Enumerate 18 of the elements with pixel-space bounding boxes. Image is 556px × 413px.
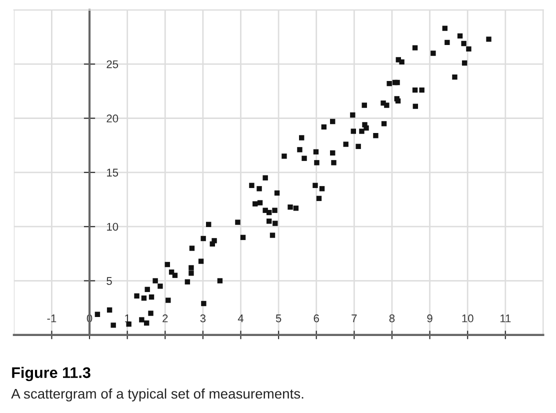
text: Figure 11.3 <box>12 366 90 382</box>
y-tick-label: 5 <box>106 277 112 285</box>
x-tick-label: 6 <box>314 314 319 322</box>
text: A scattergram of a typical set of measurements. <box>11 388 304 402</box>
x-tick-label: 9 <box>427 314 432 322</box>
x-tick-label: 2 <box>162 314 168 322</box>
x-tick-label: 4 <box>238 314 244 322</box>
x-tick-label: 5 <box>276 314 282 322</box>
x-tick-label: 7 <box>352 314 357 322</box>
x-tick-label: 8 <box>389 314 395 322</box>
x-tick-label: 10 <box>462 314 474 322</box>
x-tick-label: 11 <box>500 314 511 322</box>
y-tick-label: 10 <box>107 222 118 231</box>
x-tick-label: 3 <box>200 314 206 322</box>
y-tick-label: 20 <box>106 114 118 122</box>
x-tick-label: -1 <box>47 314 56 322</box>
y-tick-label: 15 <box>107 168 118 177</box>
y-tick-label: 25 <box>106 60 118 68</box>
